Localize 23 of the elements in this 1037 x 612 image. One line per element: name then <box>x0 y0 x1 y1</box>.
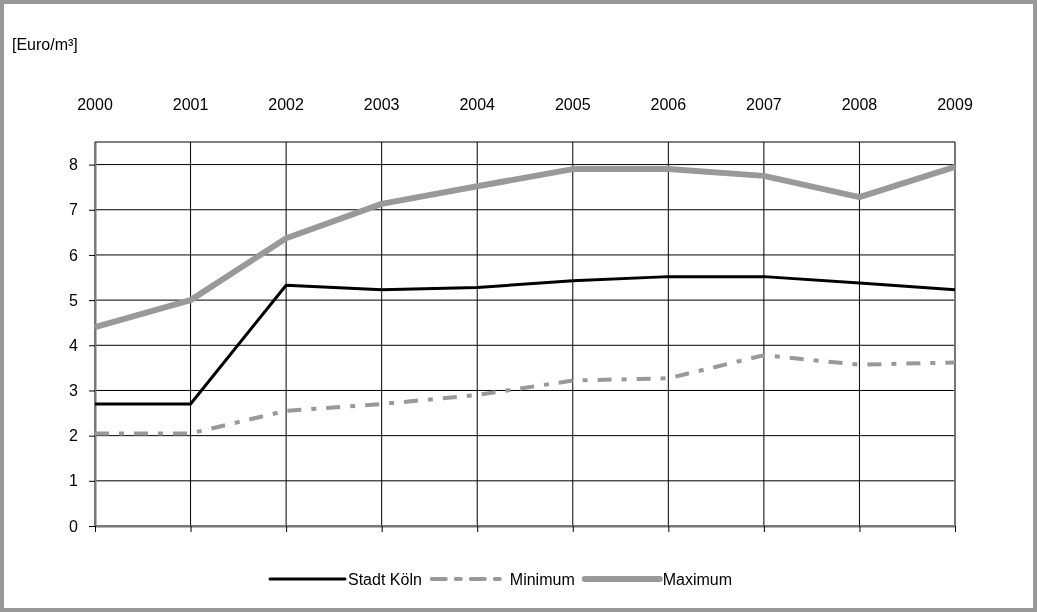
y-tick-label: 0 <box>69 517 79 535</box>
y-tick-label: 8 <box>69 156 79 174</box>
x-tick-label: 2007 <box>746 96 782 113</box>
x-tick-label: 2009 <box>937 96 973 113</box>
y-tick-label: 7 <box>69 201 79 219</box>
y-tick-label: 6 <box>69 246 79 264</box>
legend-label: Minimum <box>509 571 575 588</box>
y-tick-label: 1 <box>69 472 79 490</box>
y-tick-label: 5 <box>69 291 79 309</box>
x-tick-label: 2005 <box>554 96 591 113</box>
x-tick-label: 2001 <box>172 96 209 113</box>
legend-label: Stadt Köln <box>348 571 422 588</box>
y-axis-title: [Euro/m³] <box>12 36 78 53</box>
x-tick-label: 2006 <box>650 96 687 113</box>
x-tick-label: 2008 <box>841 96 878 113</box>
x-tick-label: 2002 <box>268 96 305 113</box>
x-tick-label: 2000 <box>77 96 113 113</box>
y-tick-label: 3 <box>69 382 79 400</box>
legend-label: Maximum <box>662 571 733 588</box>
x-tick-label: 2004 <box>459 96 496 113</box>
y-tick-label: 4 <box>69 336 79 354</box>
y-tick-label: 2 <box>69 427 79 445</box>
x-tick-label: 2003 <box>363 96 400 113</box>
